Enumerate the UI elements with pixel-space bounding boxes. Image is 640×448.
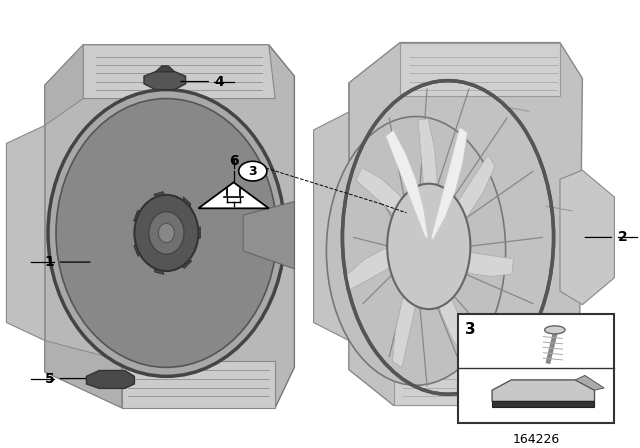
Polygon shape bbox=[45, 45, 83, 125]
Polygon shape bbox=[156, 66, 175, 72]
Polygon shape bbox=[575, 375, 604, 390]
Ellipse shape bbox=[545, 326, 565, 334]
Text: 5: 5 bbox=[45, 371, 54, 386]
Polygon shape bbox=[243, 202, 294, 269]
Text: 3: 3 bbox=[465, 322, 476, 336]
Polygon shape bbox=[400, 43, 560, 96]
Circle shape bbox=[239, 161, 267, 181]
Text: 2: 2 bbox=[618, 230, 627, 245]
Ellipse shape bbox=[326, 116, 506, 385]
Polygon shape bbox=[492, 401, 595, 407]
Polygon shape bbox=[134, 211, 164, 228]
Polygon shape bbox=[394, 361, 560, 405]
Polygon shape bbox=[154, 237, 164, 275]
Polygon shape bbox=[122, 361, 275, 408]
Ellipse shape bbox=[134, 195, 198, 271]
Polygon shape bbox=[86, 370, 134, 388]
Polygon shape bbox=[166, 238, 192, 268]
Polygon shape bbox=[144, 72, 186, 90]
Ellipse shape bbox=[48, 90, 285, 376]
Text: 3: 3 bbox=[248, 164, 257, 178]
Polygon shape bbox=[434, 247, 513, 276]
Polygon shape bbox=[83, 45, 275, 99]
Ellipse shape bbox=[158, 223, 174, 243]
Text: 4: 4 bbox=[214, 74, 224, 89]
Polygon shape bbox=[560, 170, 614, 305]
Polygon shape bbox=[170, 197, 191, 232]
Polygon shape bbox=[134, 232, 162, 257]
Ellipse shape bbox=[149, 212, 184, 254]
Polygon shape bbox=[431, 127, 467, 240]
Polygon shape bbox=[198, 182, 269, 208]
Polygon shape bbox=[349, 43, 582, 405]
Polygon shape bbox=[392, 253, 427, 367]
Polygon shape bbox=[433, 155, 495, 244]
Polygon shape bbox=[154, 192, 170, 228]
Polygon shape bbox=[386, 130, 428, 238]
Polygon shape bbox=[418, 119, 437, 237]
FancyBboxPatch shape bbox=[458, 314, 614, 423]
Polygon shape bbox=[45, 340, 122, 408]
Polygon shape bbox=[346, 244, 423, 290]
Text: 164226: 164226 bbox=[513, 433, 559, 446]
Ellipse shape bbox=[387, 184, 470, 309]
Polygon shape bbox=[429, 254, 475, 361]
Polygon shape bbox=[6, 125, 45, 340]
Polygon shape bbox=[314, 112, 349, 340]
Polygon shape bbox=[45, 45, 294, 408]
Polygon shape bbox=[170, 227, 200, 242]
Polygon shape bbox=[356, 168, 426, 241]
Text: 1: 1 bbox=[45, 255, 54, 269]
Text: 6: 6 bbox=[228, 154, 239, 168]
Polygon shape bbox=[492, 380, 595, 401]
Ellipse shape bbox=[56, 99, 277, 367]
